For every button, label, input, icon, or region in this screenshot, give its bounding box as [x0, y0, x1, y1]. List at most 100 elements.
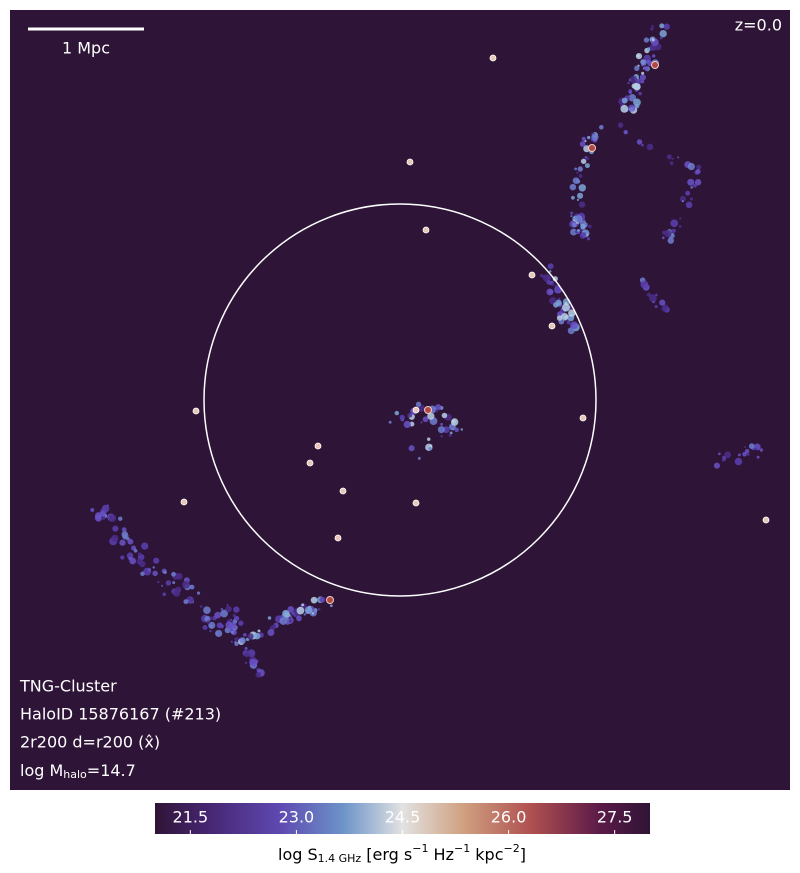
- emission-blob: [546, 288, 554, 296]
- emission-blob: [575, 230, 578, 234]
- emission-blob: [685, 201, 693, 209]
- emission-blob: [311, 612, 315, 615]
- colorbar-label: log S1.4 GHz [erg s−1 Hz−1 kpc−2]: [278, 842, 526, 865]
- emission-blob: [304, 606, 313, 614]
- text-part: ]: [520, 845, 526, 864]
- emission-blob: [426, 437, 431, 441]
- emission-blob: [118, 516, 123, 521]
- r200-circle: [203, 203, 597, 597]
- emission-blob: [137, 552, 142, 556]
- emission-blob: [659, 299, 666, 306]
- emission-blob: [759, 448, 764, 452]
- emission-knot: [406, 158, 414, 166]
- superscript: −2: [504, 842, 520, 855]
- emission-blob: [301, 603, 305, 607]
- emission-blob: [659, 23, 665, 29]
- emission-blob: [694, 179, 702, 186]
- emission-blob: [234, 641, 239, 647]
- emission-blob: [572, 222, 577, 228]
- emission-core: [651, 61, 659, 69]
- emission-blob: [225, 605, 232, 613]
- emission-blob: [651, 24, 654, 28]
- emission-blob: [629, 75, 638, 84]
- emission-blob: [724, 451, 732, 459]
- emission-blob: [664, 230, 672, 238]
- emission-blob: [247, 633, 254, 640]
- emission-blob: [165, 580, 172, 586]
- emission-blob: [547, 263, 554, 270]
- emission-blob: [552, 276, 558, 282]
- emission-blob: [101, 515, 106, 521]
- annotation: TNG-Cluster: [19, 677, 117, 696]
- emission-blob: [640, 59, 647, 66]
- emission-blob: [296, 606, 305, 615]
- emission-blob: [679, 195, 686, 202]
- emission-blob: [640, 143, 644, 147]
- emission-blob: [454, 427, 459, 433]
- emission-blob: [737, 453, 741, 457]
- emission-knot: [412, 406, 420, 414]
- emission-blob: [578, 201, 586, 208]
- emission-blob: [649, 44, 657, 52]
- emission-blob: [394, 410, 400, 416]
- emission-blob: [713, 462, 720, 469]
- emission-blob: [690, 186, 693, 189]
- emission-blob: [153, 557, 160, 564]
- emission-blob: [175, 586, 182, 593]
- emission-blob: [659, 36, 663, 40]
- emission-blob: [570, 321, 578, 330]
- emission-blob: [152, 570, 158, 577]
- emission-blob: [267, 629, 275, 637]
- emission-blob: [243, 633, 247, 637]
- emission-blob: [189, 584, 195, 590]
- emission-blob: [121, 531, 128, 538]
- emission-blob: [435, 409, 439, 413]
- emission-blob: [172, 581, 176, 585]
- emission-blob: [584, 229, 588, 234]
- emission-blob: [685, 190, 691, 196]
- emission-blob: [296, 615, 302, 622]
- emission-blob: [654, 305, 658, 309]
- colorbar-tick-label: 26.0: [491, 808, 527, 827]
- emission-blob: [578, 184, 587, 192]
- emission-blob: [133, 548, 138, 553]
- scale-bar-label: 1 Mpc: [62, 39, 110, 58]
- emission-blob: [671, 157, 674, 160]
- emission-blob: [667, 237, 675, 244]
- emission-blob: [574, 215, 583, 223]
- emission-blob: [127, 538, 134, 545]
- emission-blob: [584, 156, 587, 159]
- emission-blob: [437, 426, 445, 434]
- emission-knot: [762, 516, 770, 524]
- emission-blob: [661, 236, 665, 240]
- emission-blob: [126, 552, 134, 559]
- emission-blob: [152, 566, 155, 569]
- emission-blob: [640, 280, 649, 289]
- emission-blob: [287, 606, 295, 613]
- emission-core: [326, 596, 334, 604]
- emission-blob: [631, 83, 637, 89]
- emission-blob: [556, 315, 563, 321]
- emission-blob: [141, 542, 149, 550]
- emission-blob: [641, 80, 645, 84]
- emission-blob: [121, 527, 127, 533]
- emission-blob: [599, 124, 604, 130]
- emission-blob: [428, 447, 432, 451]
- emission-blob: [255, 672, 262, 678]
- emission-blob: [734, 457, 743, 466]
- emission-blob: [579, 141, 586, 147]
- colorbar-tick-label: 24.5: [385, 808, 421, 827]
- emission-blob: [721, 458, 725, 462]
- emission-blob: [230, 630, 234, 634]
- emission-blob: [187, 596, 191, 600]
- emission-blob: [541, 274, 546, 279]
- emission-blob: [692, 183, 698, 188]
- text-part: log S: [278, 845, 318, 864]
- emission-blob: [209, 616, 214, 620]
- emission-blob: [244, 652, 250, 658]
- mass-label: log Mhalo=14.7: [20, 761, 136, 782]
- emission-blob: [129, 557, 137, 565]
- emission-blob: [635, 52, 643, 60]
- emission-blob: [581, 217, 586, 221]
